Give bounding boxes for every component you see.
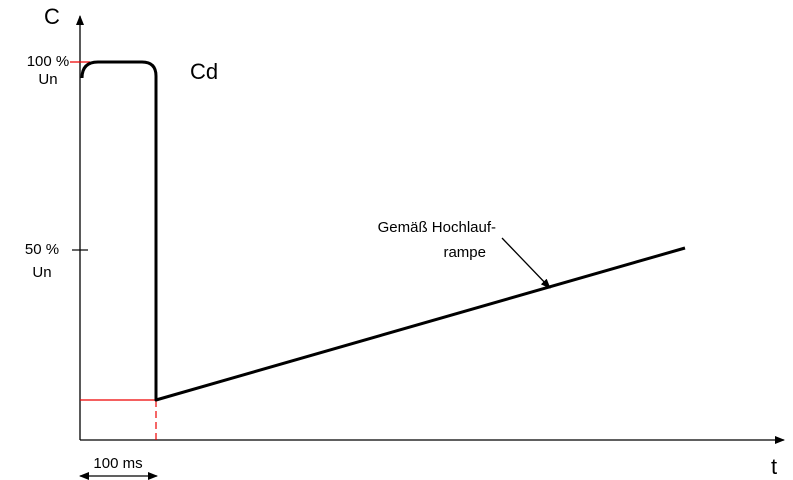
annotation: Gemäß Hochlauf- bbox=[378, 219, 496, 236]
x-axis-label: t bbox=[771, 454, 777, 479]
curve-label: Cd bbox=[190, 59, 218, 84]
tick-unit: Un bbox=[32, 264, 51, 281]
tick-label: 50 % bbox=[25, 241, 59, 258]
tick-label: 100 % bbox=[27, 53, 70, 70]
annotation: rampe bbox=[443, 244, 486, 261]
duration-label: 100 ms bbox=[93, 455, 142, 472]
annotation-arrow bbox=[501, 237, 551, 289]
curve bbox=[80, 60, 686, 402]
y-axis-label: C bbox=[44, 4, 60, 29]
tick-unit: Un bbox=[38, 71, 57, 88]
